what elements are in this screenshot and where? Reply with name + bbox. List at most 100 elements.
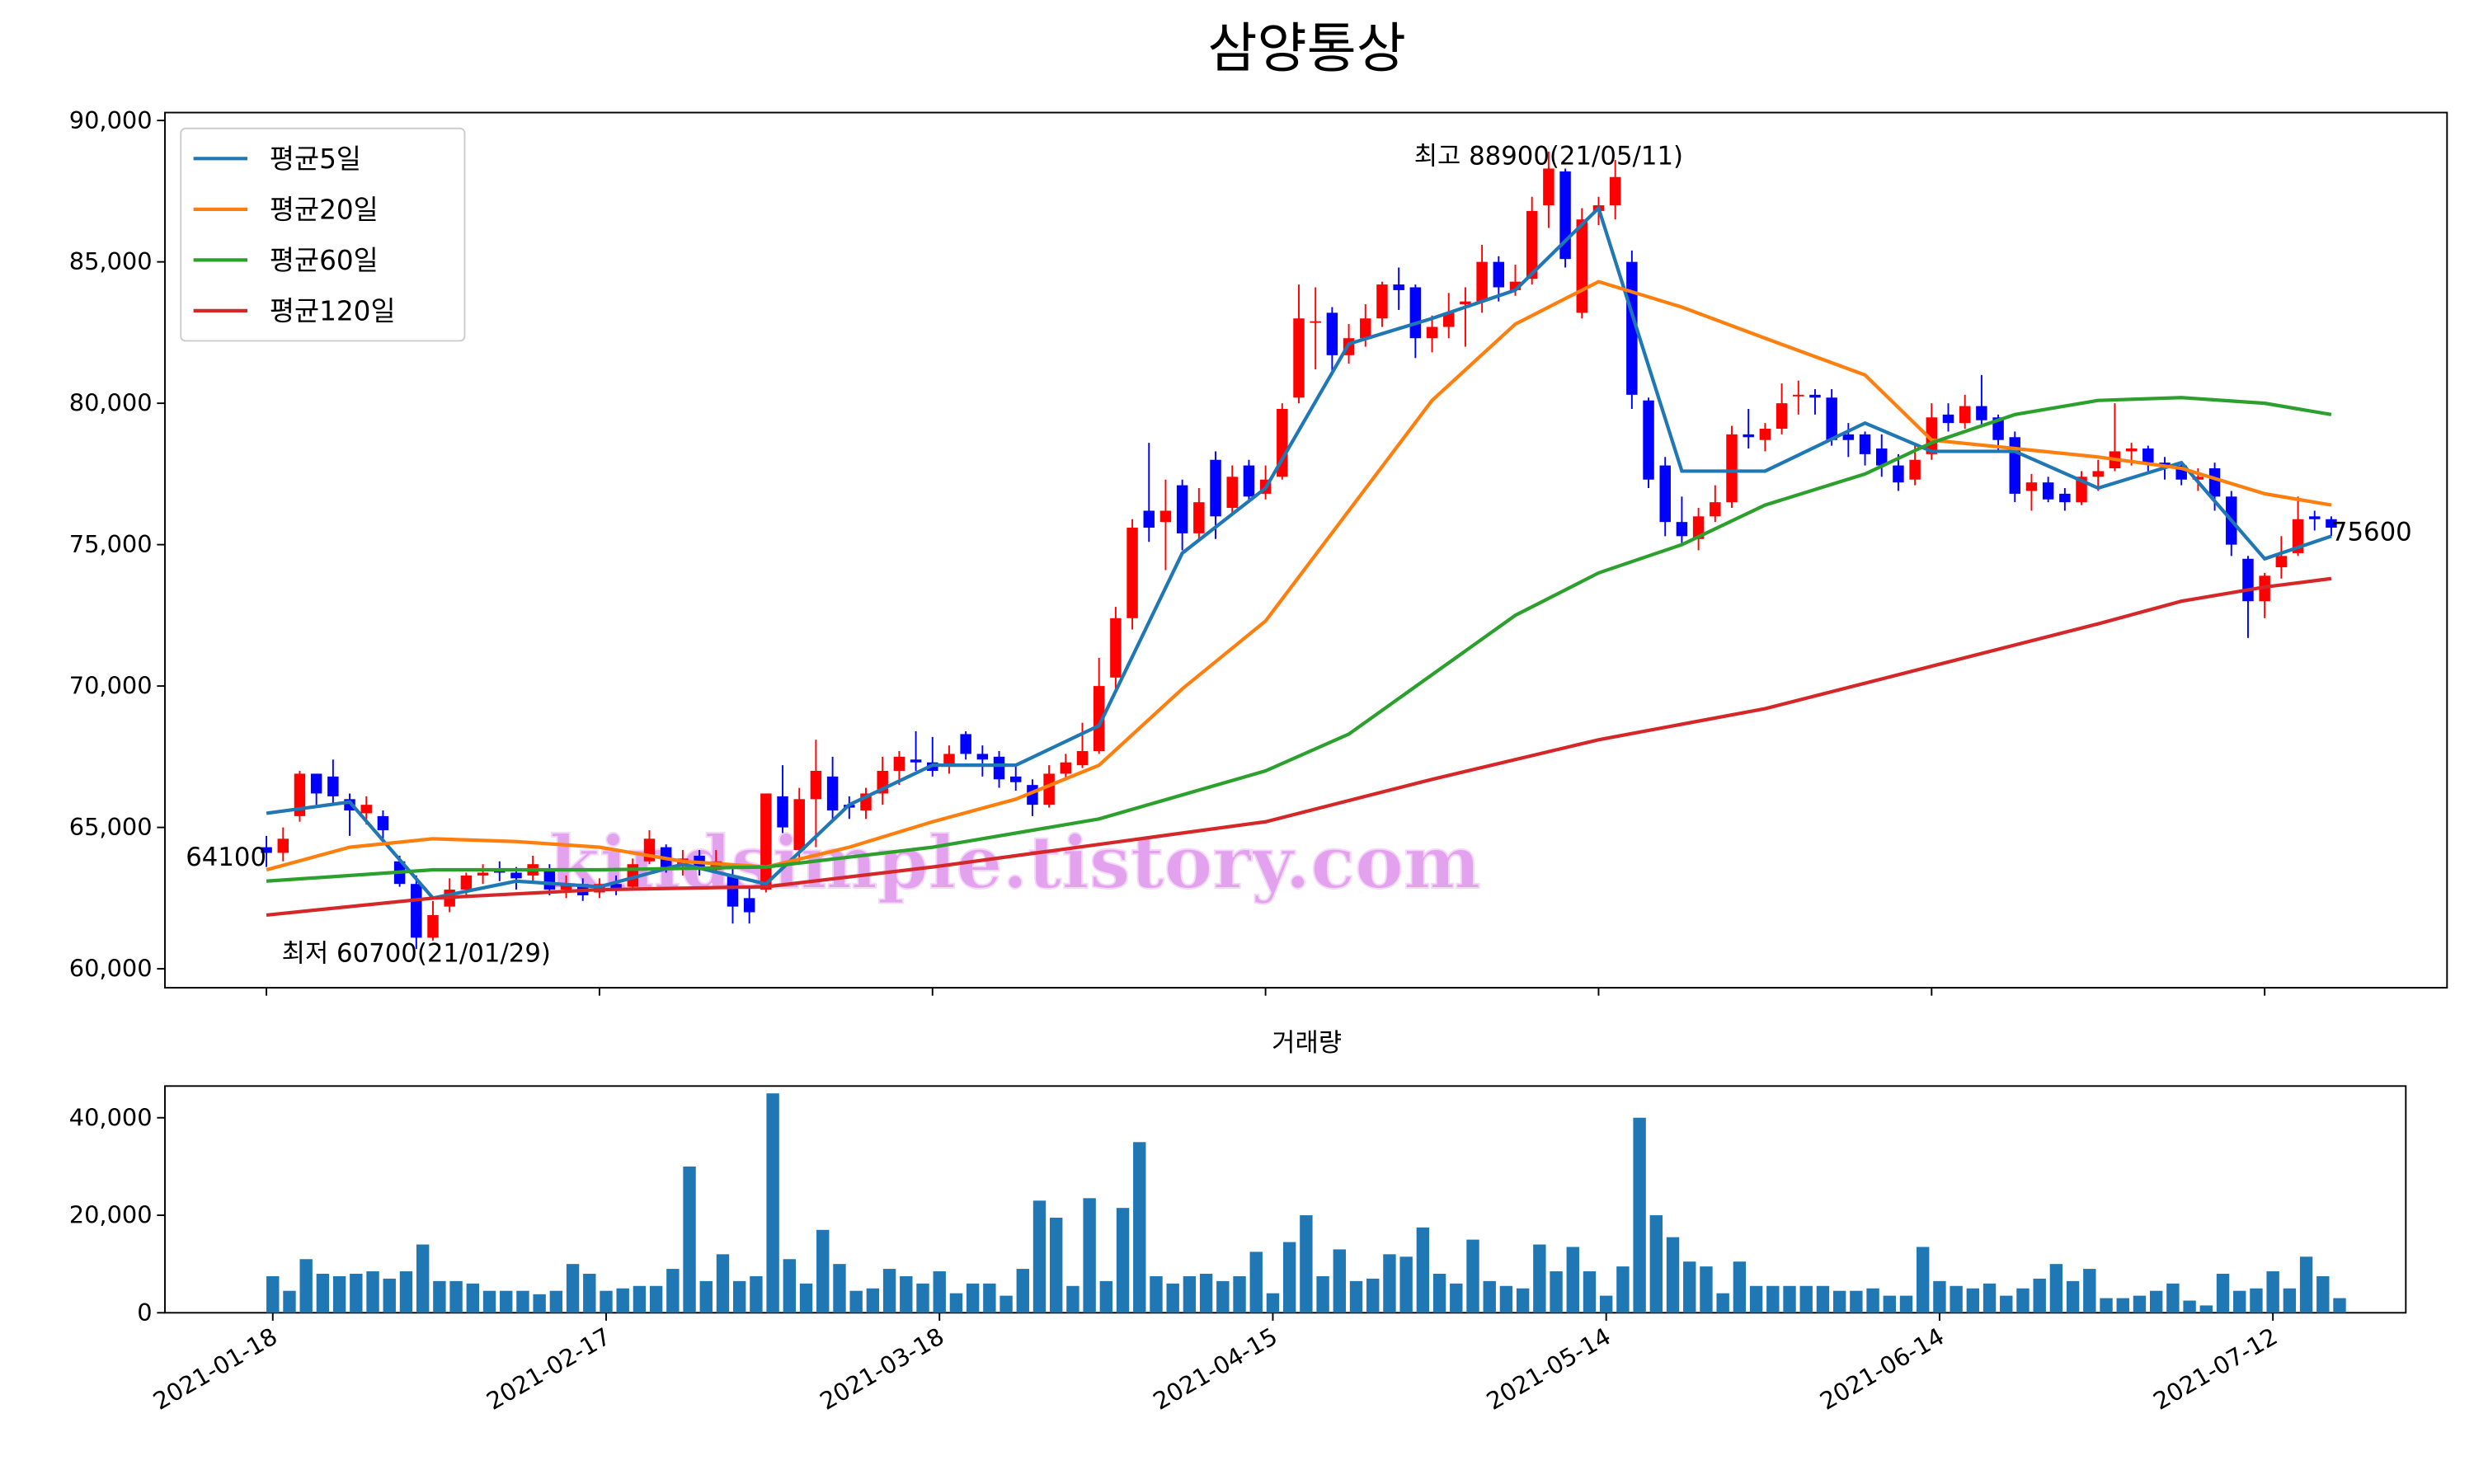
volume-bar [2233, 1290, 2246, 1313]
y-tick-label: 0 [137, 1298, 152, 1327]
volume-bar [1249, 1252, 1263, 1313]
volume-bar [500, 1290, 513, 1313]
y-tick-label: 90,000 [69, 106, 153, 134]
volume-bar [1566, 1247, 1579, 1313]
candle-body [1060, 762, 1072, 774]
candle-body [2092, 471, 2104, 477]
candle-body [1493, 261, 1505, 288]
candle-body [2159, 463, 2171, 466]
y-tick-label: 40,000 [69, 1103, 153, 1131]
volume-bar [600, 1290, 613, 1313]
ma-line [266, 396, 2332, 883]
candle-body [1159, 510, 1172, 523]
volume-bar [1333, 1249, 1346, 1313]
volume-bar [1032, 1200, 1047, 1313]
volume-bar [1633, 1117, 1646, 1313]
legend-box [180, 127, 466, 342]
candle-body [2009, 437, 2020, 494]
annotation: 64100 [186, 843, 266, 872]
volume-bar [1383, 1254, 1396, 1313]
volume-bar [833, 1264, 846, 1313]
candle-body [1310, 321, 1321, 323]
volume-bar [1733, 1261, 1747, 1313]
volume-bar [516, 1290, 529, 1313]
volume-bar [866, 1288, 880, 1313]
volume-bar [1416, 1227, 1430, 1313]
volume-bar [1199, 1273, 1213, 1313]
candle-body [976, 754, 989, 760]
volume-bar [1399, 1256, 1413, 1313]
volume-bar [1133, 1142, 1146, 1313]
volume-bar [2183, 1300, 2196, 1313]
volume-bar [1516, 1288, 1530, 1313]
volume-bar [2116, 1298, 2129, 1313]
volume-bar [2299, 1256, 2313, 1313]
volume-bar [1266, 1293, 1280, 1313]
volume-bar [1982, 1283, 1997, 1313]
candle-body [277, 838, 289, 853]
chart-title: 삼양통상 [1207, 17, 1406, 80]
candle-body [1793, 394, 1804, 397]
annotation: 최고 88900(21/05/11) [1414, 141, 1683, 171]
volume-bar [1933, 1280, 1946, 1313]
candle-body [1226, 477, 1238, 509]
volume-bar [449, 1280, 463, 1313]
volume-bar [366, 1271, 379, 1313]
volume-bar [949, 1293, 963, 1313]
candle-body [1460, 301, 1471, 305]
candle-body [1076, 750, 1089, 766]
volume-bar [1116, 1208, 1130, 1313]
volume-bar [1466, 1239, 1479, 1313]
volume-bar [1950, 1285, 1963, 1313]
volume-bar [2283, 1288, 2297, 1313]
candle-body [727, 875, 739, 907]
candle-body [1043, 773, 1055, 805]
legend-label: 평균20일 [270, 194, 379, 225]
annotation: 75600 [2331, 517, 2412, 547]
y-tick-label: 60,000 [69, 955, 153, 983]
volume-bar [1966, 1288, 1980, 1313]
candle-body [1643, 400, 1654, 480]
volume-bar [2133, 1295, 2147, 1313]
candle-body [294, 773, 306, 816]
candle-body [2208, 468, 2221, 497]
volume-bar [616, 1288, 629, 1313]
volume-bar [2066, 1280, 2080, 1313]
candle-body [560, 884, 572, 890]
candle-body [1876, 448, 1888, 466]
volume-bar [1016, 1269, 1029, 1313]
candle-body [1210, 459, 1221, 517]
volume-bar [283, 1290, 296, 1313]
candle-body [1692, 516, 1705, 539]
candle-body [960, 734, 971, 754]
candle-body [2125, 448, 2138, 452]
candle-body [710, 861, 722, 871]
volume-bar [1766, 1285, 1780, 1313]
volume-bar [1832, 1290, 1846, 1313]
candle-body [1376, 284, 1388, 319]
candle-body [1093, 686, 1105, 751]
volume-bar [2049, 1264, 2063, 1313]
volume-bar [350, 1273, 363, 1313]
candle-body [1759, 428, 1771, 440]
volume-title: 거래량 [1272, 1028, 1342, 1058]
candle-body [1326, 312, 1338, 355]
candle-body [2292, 519, 2304, 553]
volume-bar [900, 1275, 913, 1313]
candle-body [1776, 403, 1788, 429]
volume-bar [2166, 1283, 2180, 1313]
candle-body [310, 773, 322, 794]
volume-bar [332, 1275, 346, 1313]
volume-bar [2250, 1288, 2263, 1313]
volume-bar [666, 1269, 680, 1313]
volume-bar [1917, 1247, 1930, 1313]
candle-body [1110, 618, 1122, 678]
ma-line [266, 279, 2332, 872]
candle-body [893, 756, 905, 772]
volume-bar [683, 1166, 696, 1313]
volume-bar [2016, 1288, 2030, 1313]
candle-body [1176, 485, 1188, 533]
volume-bar [1300, 1215, 1313, 1313]
ma-line [266, 576, 2332, 918]
